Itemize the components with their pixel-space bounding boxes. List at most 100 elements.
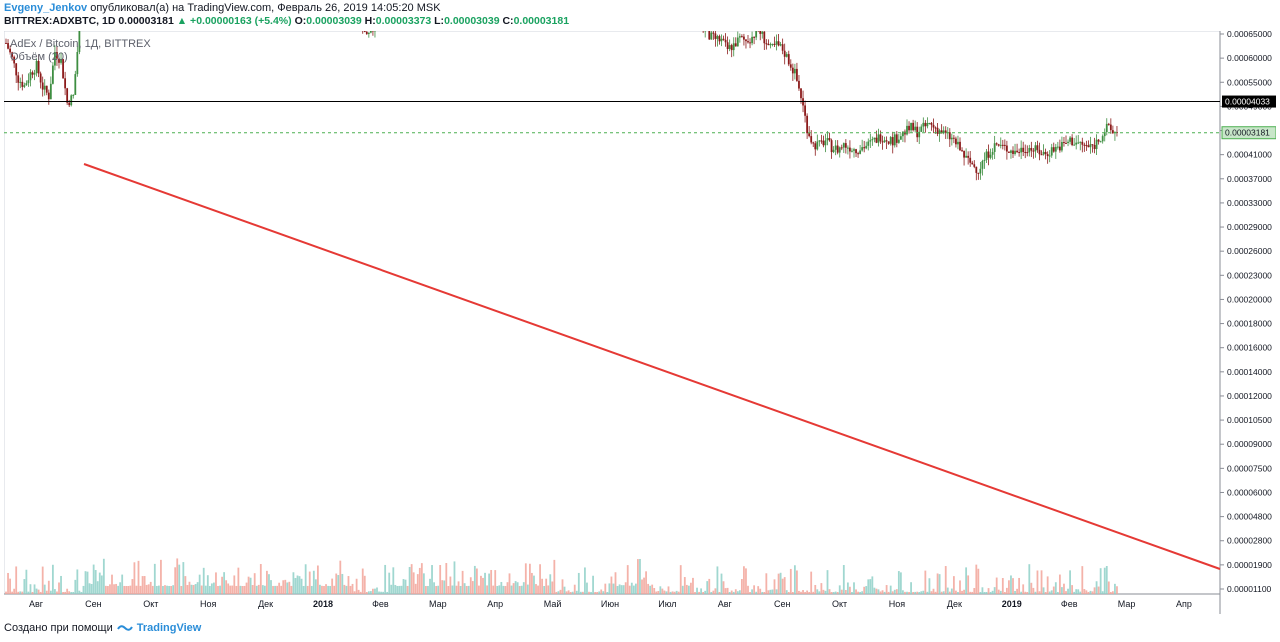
volume-bar xyxy=(333,585,336,594)
volume-bar xyxy=(920,591,923,594)
volume-bar xyxy=(857,591,859,594)
volume-bar xyxy=(261,585,264,594)
candle-body xyxy=(753,36,756,38)
candle-body xyxy=(940,130,943,134)
volume-bar xyxy=(518,585,521,594)
volume-bar xyxy=(685,584,688,594)
volume-bar xyxy=(206,575,209,594)
volume-bar xyxy=(626,565,629,594)
trend-line xyxy=(83,163,1221,570)
volume-bar xyxy=(761,591,764,594)
volume-bar xyxy=(535,584,537,594)
tradingview-brand[interactable]: TradingView xyxy=(136,622,202,634)
candle-body xyxy=(1069,137,1071,142)
candle-body xyxy=(716,36,719,39)
candle-body xyxy=(369,31,372,33)
volume-bar xyxy=(288,581,291,594)
y-tick-label: 0.00012000 xyxy=(1227,391,1272,401)
last-price-tag xyxy=(1221,126,1276,140)
volume-bar xyxy=(229,585,232,594)
volume-bar xyxy=(60,575,62,594)
candle-body xyxy=(78,31,81,52)
volume-bar xyxy=(66,588,69,594)
volume-bar xyxy=(963,589,965,594)
candle-body xyxy=(950,137,953,140)
y-tick-label: 0.00004800 xyxy=(1227,512,1272,522)
volume-bar xyxy=(23,579,26,594)
candle-body xyxy=(977,172,980,174)
candle-body xyxy=(1071,137,1074,146)
volume-bar xyxy=(506,582,509,594)
volume-bar xyxy=(812,591,815,594)
plot-frame xyxy=(4,31,1221,595)
volume-bar xyxy=(985,591,988,594)
volume-bar xyxy=(208,585,211,594)
volume-bar xyxy=(329,585,332,594)
volume-bar xyxy=(21,591,24,594)
volume-bar xyxy=(977,568,980,594)
volume-bar xyxy=(482,577,484,594)
candle-body xyxy=(60,59,62,63)
volume-bar xyxy=(516,582,519,594)
candle-body xyxy=(740,36,743,38)
volume-bar xyxy=(851,591,853,594)
y-tick-label: 0.00016000 xyxy=(1227,343,1272,353)
volume-bar xyxy=(304,564,307,594)
candle-body xyxy=(822,140,825,146)
volume-bar xyxy=(296,575,299,594)
volume-bar xyxy=(706,581,709,594)
candle-body xyxy=(732,43,735,51)
candle-body xyxy=(891,137,894,146)
candle-body xyxy=(51,65,54,84)
candle-body xyxy=(74,74,77,95)
candle-body xyxy=(932,124,935,128)
volume-bar xyxy=(253,573,256,594)
candle-body xyxy=(710,32,713,40)
candle-body xyxy=(806,115,809,134)
volume-bar xyxy=(1018,577,1021,594)
volume-bar xyxy=(526,584,529,594)
volume-bar xyxy=(932,588,935,594)
volume-bar xyxy=(62,591,64,594)
volume-bar xyxy=(43,584,46,594)
candle-body xyxy=(957,141,959,145)
volume-bar xyxy=(341,573,344,594)
volume-bar xyxy=(1036,570,1039,594)
volume-bar xyxy=(893,589,896,594)
candle-body xyxy=(844,143,847,148)
volume-bar xyxy=(522,582,525,594)
candle-body xyxy=(861,147,864,151)
volume-bar xyxy=(56,591,58,594)
volume-bar xyxy=(310,585,313,594)
volume-bar xyxy=(846,582,849,594)
volume-bar xyxy=(873,587,876,594)
author-name[interactable]: Evgeny_Jenkov xyxy=(4,2,88,14)
volume-bar xyxy=(887,591,890,594)
volume-bar xyxy=(490,569,493,594)
volume-bar xyxy=(1014,590,1016,594)
volume-bar xyxy=(759,588,762,594)
candle-body xyxy=(897,139,900,143)
x-tick-label: Сен xyxy=(85,599,102,609)
volume-bar xyxy=(675,590,678,594)
candle-body xyxy=(989,154,992,158)
candle-body xyxy=(906,125,908,135)
volume-bar xyxy=(367,591,370,594)
volume-bar xyxy=(692,577,694,594)
candle-body xyxy=(724,39,727,43)
candle-body xyxy=(39,73,42,83)
candle-body xyxy=(747,41,749,43)
volume-bar xyxy=(957,591,959,594)
price-chart[interactable]: 0.000650000.000600000.000550000.00049000… xyxy=(4,31,1276,614)
candle-body xyxy=(867,141,870,146)
volume-bar xyxy=(374,588,376,594)
chart-area[interactable]: 0.000650000.000600000.000550000.00049000… xyxy=(4,31,1276,614)
volume-bar xyxy=(153,563,156,594)
volume-bar xyxy=(616,585,619,594)
candle-body xyxy=(43,85,46,90)
volume-bar xyxy=(934,591,937,594)
candle-body xyxy=(363,31,366,32)
volume-bar xyxy=(102,558,105,594)
candle-body xyxy=(1061,142,1063,151)
volume-bar xyxy=(392,567,395,594)
